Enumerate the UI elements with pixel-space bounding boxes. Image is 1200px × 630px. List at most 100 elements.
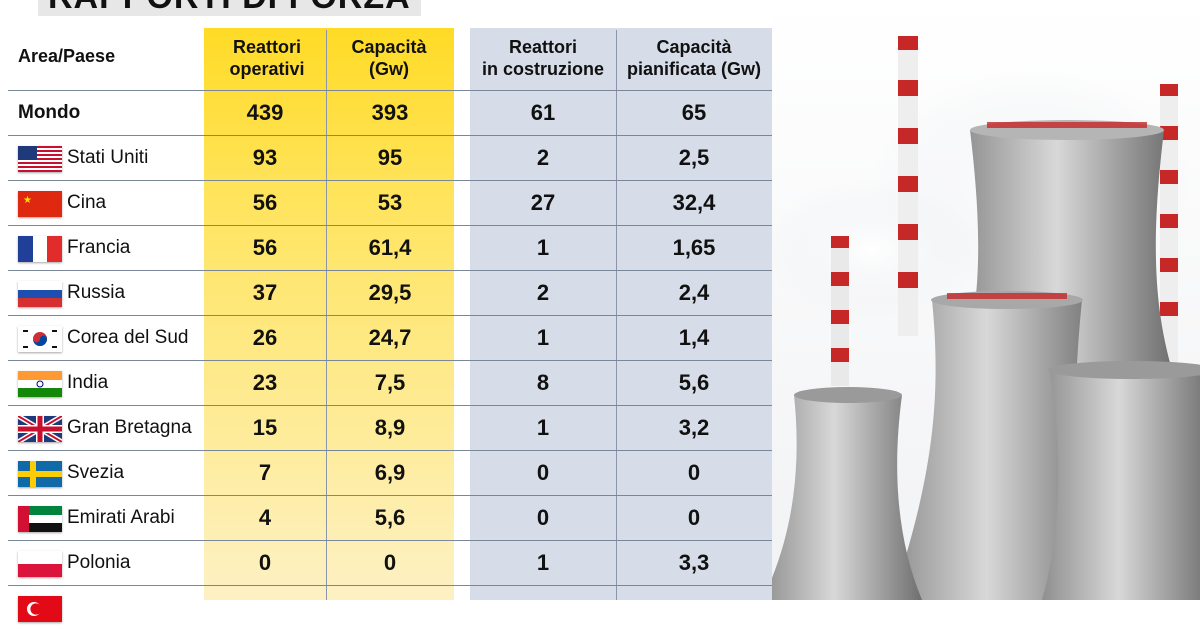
reactors-construction-cell: 27 — [530, 190, 556, 215]
capacity-cell: 0 — [383, 550, 397, 575]
capacity-cell — [326, 585, 454, 630]
row-divider — [8, 180, 772, 181]
planned-capacity-cell: 3,2 — [678, 415, 710, 440]
svg-text:★: ★ — [23, 195, 32, 206]
planned-capacity-cell: 32,4 — [672, 190, 716, 215]
country-name: Gran Bretagna — [67, 417, 192, 438]
header-planned-capacity: Capacità pianificata (Gw) — [626, 37, 761, 79]
cooling-tower-icon — [1042, 361, 1200, 600]
table-row: Corea del Sud 26 24,7 1 1,4 — [0, 315, 772, 360]
header-reactors-construction: Reattori in costruzione — [481, 37, 604, 79]
usa-flag-icon — [18, 146, 62, 172]
uae-flag-icon — [18, 506, 62, 532]
header-reactors-operating: Reattori operativi — [229, 37, 305, 79]
row-divider — [8, 90, 772, 91]
capacity-cell: 6,9 — [374, 460, 406, 485]
russia-flag-icon — [18, 281, 62, 307]
capacity-cell: 8,9 — [374, 415, 406, 440]
planned-capacity-cell: 2,4 — [678, 280, 710, 305]
planned-capacity-cell: 2,5 — [678, 145, 710, 170]
country-name: Svezia — [67, 462, 125, 483]
country-name: India — [67, 372, 109, 393]
capacity-cell: 24,7 — [368, 325, 412, 350]
reactors-construction-cell — [470, 585, 616, 630]
reactors-construction-cell: 1 — [536, 550, 550, 575]
france-flag-icon — [18, 236, 62, 262]
operating-columns-highlight — [204, 28, 454, 600]
row-divider — [8, 540, 772, 541]
reactors-construction-cell: 0 — [536, 505, 550, 530]
row-divider — [8, 405, 772, 406]
header-area: Area/Paese — [18, 46, 116, 66]
table-row — [0, 585, 772, 630]
table-row: Russia 37 29,5 2 2,4 — [0, 270, 772, 315]
planned-capacity-cell: 65 — [681, 100, 707, 125]
capacity-cell: 5,6 — [374, 505, 406, 530]
header-capacity: Capacità (Gw) — [351, 37, 427, 79]
reactors-construction-cell: 1 — [536, 325, 550, 350]
capacity-cell: 95 — [377, 145, 403, 170]
reactors-operating-cell: 56 — [252, 235, 278, 260]
poland-flag-icon — [18, 551, 62, 577]
sweden-flag-icon — [18, 461, 62, 487]
table-row: India 23 7,5 8 5,6 — [0, 360, 772, 405]
planned-capacity-cell: 1,65 — [672, 235, 716, 260]
capacity-cell: 7,5 — [374, 370, 406, 395]
reactors-operating-cell: 15 — [252, 415, 278, 440]
planned-capacity-cell: 0 — [687, 460, 701, 485]
country-name: Stati Uniti — [67, 147, 149, 168]
row-divider — [8, 270, 772, 271]
planned-capacity-cell — [616, 585, 772, 630]
row-divider — [8, 135, 772, 136]
reactors-construction-cell: 8 — [536, 370, 550, 395]
uk-flag-icon — [18, 416, 62, 442]
row-divider — [8, 450, 772, 451]
reactors-operating-cell — [204, 585, 326, 630]
reactors-construction-cell: 0 — [536, 460, 550, 485]
row-divider — [8, 225, 772, 226]
reactors-construction-cell: 2 — [536, 280, 550, 305]
table-row: Gran Bretagna 15 8,9 1 3,2 — [0, 405, 772, 450]
reactors-construction-cell: 1 — [536, 415, 550, 440]
reactors-construction-cell: 1 — [536, 235, 550, 260]
reactors-operating-cell: 23 — [252, 370, 278, 395]
chimney-icon — [831, 236, 849, 386]
country-name: Russia — [67, 282, 126, 303]
table-row-world: Mondo 439 393 61 65 — [0, 90, 772, 135]
reactors-operating-cell: 439 — [246, 100, 284, 125]
page-title: RAPPORTI DI FORZA — [38, 0, 421, 16]
reactors-operating-cell: 0 — [258, 550, 272, 575]
table-row: Svezia 7 6,9 0 0 — [0, 450, 772, 495]
reactors-operating-cell: 56 — [252, 190, 278, 215]
reactors-operating-cell: 37 — [252, 280, 278, 305]
country-name: Emirati Arabi — [67, 507, 175, 528]
country-name: Francia — [67, 237, 131, 258]
capacity-cell: 61,4 — [368, 235, 412, 260]
construction-columns-highlight — [470, 28, 772, 600]
country-name: Cina — [67, 192, 107, 213]
nuclear-plant-illustration — [772, 0, 1200, 600]
table-row: Emirati Arabi 4 5,6 0 0 — [0, 495, 772, 540]
reactors-operating-cell: 26 — [252, 325, 278, 350]
reactors-operating-cell: 93 — [252, 145, 278, 170]
cooling-tower-icon — [772, 387, 922, 600]
cooling-tower-icon — [892, 291, 1102, 600]
chimney-icon — [1160, 84, 1178, 374]
planned-capacity-cell: 5,6 — [678, 370, 710, 395]
row-divider — [8, 495, 772, 496]
steam-cloud — [772, 180, 982, 320]
capacity-cell: 393 — [371, 100, 409, 125]
table-row: ★ Cina 56 53 27 32,4 — [0, 180, 772, 225]
table-row: Stati Uniti 93 95 2 2,5 — [0, 135, 772, 180]
reactors-construction-cell: 61 — [530, 100, 556, 125]
row-divider — [8, 585, 772, 586]
korea-flag-icon — [18, 326, 62, 352]
country-name: Corea del Sud — [67, 327, 189, 348]
reactors-construction-cell: 2 — [536, 145, 550, 170]
table-row: Francia 56 61,4 1 1,65 — [0, 225, 772, 270]
planned-capacity-cell: 1,4 — [678, 325, 710, 350]
country-name: Mondo — [18, 102, 81, 123]
capacity-cell: 29,5 — [368, 280, 412, 305]
row-divider — [8, 315, 772, 316]
reactors-operating-cell: 7 — [258, 460, 272, 485]
